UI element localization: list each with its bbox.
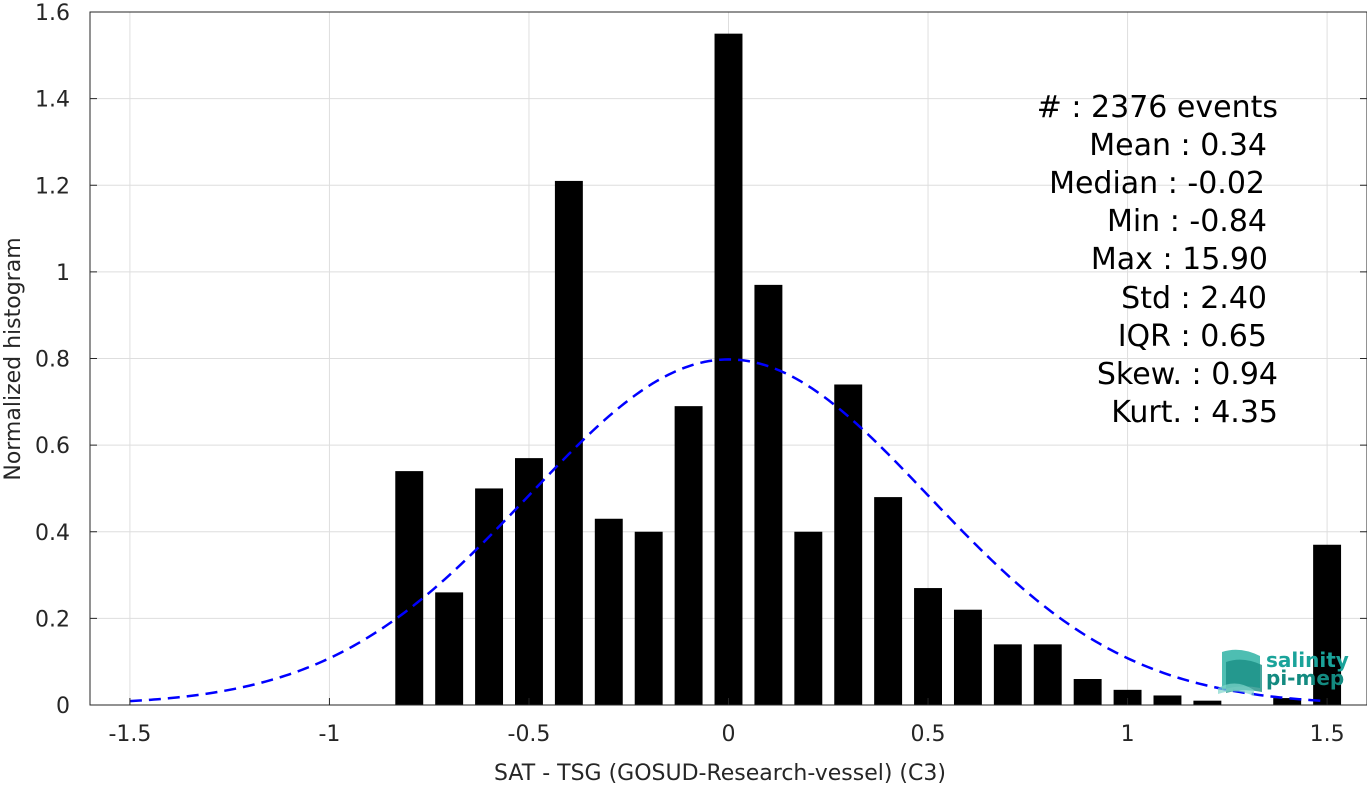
salinity-pimep-logo: salinity pi-mep bbox=[1218, 648, 1349, 696]
histogram-bar bbox=[714, 33, 743, 705]
y-tick-label: 0.2 bbox=[35, 607, 70, 632]
y-tick-label: 1.2 bbox=[35, 174, 70, 199]
histogram-bar bbox=[1073, 679, 1102, 705]
histogram-bar bbox=[1193, 700, 1222, 705]
stats-line-skew: Skew. : 0.94 bbox=[1097, 357, 1278, 392]
histogram-bar bbox=[914, 588, 942, 705]
y-tick-label: 1.6 bbox=[35, 1, 70, 26]
histogram-bar bbox=[554, 180, 583, 705]
histogram-bar bbox=[1153, 695, 1182, 705]
stats-line-median: Median : -0.02 bbox=[1049, 166, 1265, 201]
wave-icon bbox=[1218, 649, 1262, 696]
y-axis-label: Normalized histogram bbox=[1, 237, 26, 480]
stats-line-std: Std : 2.40 bbox=[1121, 281, 1267, 316]
x-tick-label: -0.5 bbox=[508, 722, 551, 747]
stats-panel: # : 2376 events Mean : 0.34 Median : -0.… bbox=[1037, 90, 1278, 430]
x-tick-label: 0.5 bbox=[911, 722, 946, 747]
histogram-bar bbox=[1313, 544, 1342, 705]
y-tick-label: 0.6 bbox=[35, 434, 70, 459]
histogram-bar bbox=[515, 458, 543, 705]
histogram-bar bbox=[874, 497, 903, 705]
bars bbox=[395, 33, 1342, 705]
ticks bbox=[90, 11, 1367, 706]
histogram-bar bbox=[435, 592, 464, 705]
x-tick-label: 0 bbox=[722, 722, 736, 747]
x-tick-label: -1.5 bbox=[108, 722, 151, 747]
y-tick-label: 0 bbox=[56, 694, 70, 719]
logo-line2: pi-mep bbox=[1266, 666, 1344, 690]
histogram-bar bbox=[395, 471, 424, 705]
stats-line-max: Max : 15.90 bbox=[1091, 242, 1268, 277]
histogram-bar bbox=[834, 384, 863, 705]
histogram-bar bbox=[1033, 644, 1062, 705]
x-tick-label: -1 bbox=[318, 722, 340, 747]
stats-line-events: # : 2376 events bbox=[1037, 90, 1278, 125]
x-tick-labels: -1.5 -1 -0.5 0 0.5 1 1.5 bbox=[108, 722, 1344, 747]
stats-line-kurt: Kurt. : 4.35 bbox=[1111, 395, 1278, 430]
x-tick-label: 1.5 bbox=[1310, 722, 1345, 747]
fit-curve bbox=[129, 358, 1328, 703]
y-tick-label: 1 bbox=[56, 261, 70, 286]
histogram-bar bbox=[634, 531, 663, 705]
x-axis-label: SAT - TSG (GOSUD-Research-vessel) (C3) bbox=[494, 761, 946, 785]
x-tick-label: 1 bbox=[1121, 722, 1135, 747]
histogram-bar bbox=[674, 406, 703, 705]
histogram-bar bbox=[794, 531, 823, 705]
histogram-bar bbox=[1273, 698, 1302, 705]
logo-line1: salinity bbox=[1266, 648, 1349, 672]
histogram-bar bbox=[754, 284, 783, 705]
y-tick-label: 1.4 bbox=[35, 88, 70, 113]
histogram-bar bbox=[475, 488, 504, 705]
histogram-bar bbox=[1113, 689, 1142, 705]
y-tick-labels: 0 0.2 0.4 0.6 0.8 1 1.2 1.4 1.6 bbox=[35, 1, 70, 719]
histogram-bar bbox=[594, 518, 623, 705]
y-tick-label: 0.4 bbox=[35, 521, 70, 546]
stats-line-min: Min : -0.84 bbox=[1107, 204, 1267, 239]
histogram-bar bbox=[953, 609, 982, 705]
stats-line-iqr: IQR : 0.65 bbox=[1118, 319, 1267, 354]
histogram-bar bbox=[993, 644, 1022, 705]
stats-line-mean: Mean : 0.34 bbox=[1089, 128, 1267, 163]
y-tick-label: 0.8 bbox=[35, 348, 70, 373]
